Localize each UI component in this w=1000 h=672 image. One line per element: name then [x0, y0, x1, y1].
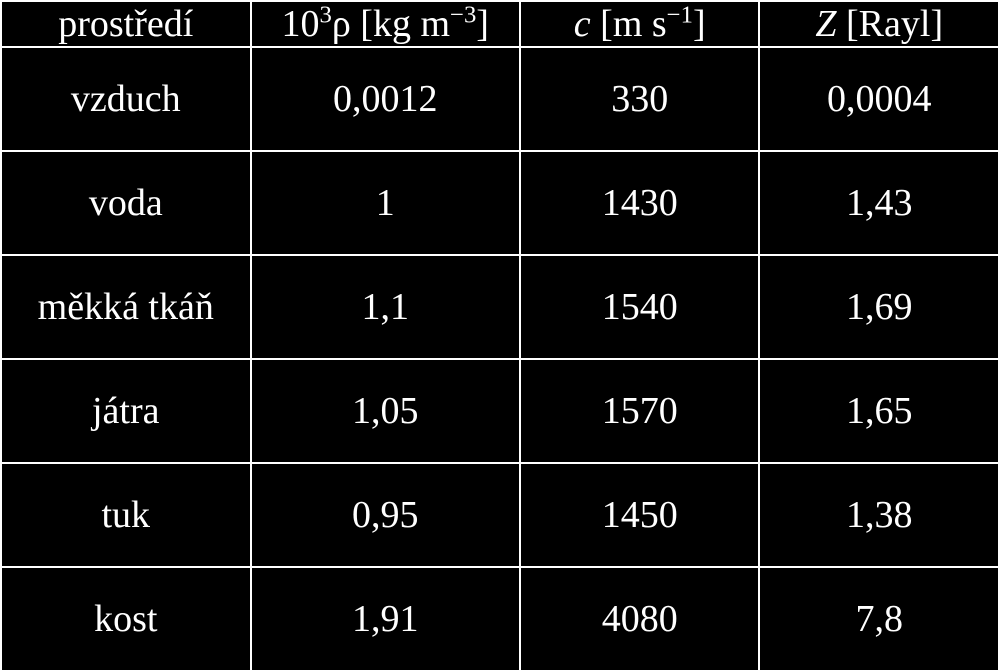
table-row: voda 1 1430 1,43 — [1, 151, 999, 255]
header-speed: c [m s−1] — [520, 1, 760, 47]
data-table: prostředí 103ρ [kg m−3] c [m s−1] Z [Ray… — [0, 0, 1000, 672]
table-row: měkká tkáň 1,1 1540 1,69 — [1, 255, 999, 359]
table-row: kost 1,91 4080 7,8 — [1, 567, 999, 671]
cell-impedance: 7,8 — [759, 567, 999, 671]
header-environment: prostředí — [1, 1, 251, 47]
cell-environment: vzduch — [1, 47, 251, 151]
cell-speed: 1450 — [520, 463, 760, 567]
table-row: vzduch 0,0012 330 0,0004 — [1, 47, 999, 151]
cell-density: 0,0012 — [251, 47, 520, 151]
cell-environment: tuk — [1, 463, 251, 567]
cell-environment: kost — [1, 567, 251, 671]
cell-speed: 4080 — [520, 567, 760, 671]
header-density: 103ρ [kg m−3] — [251, 1, 520, 47]
cell-impedance: 1,43 — [759, 151, 999, 255]
cell-density: 0,95 — [251, 463, 520, 567]
cell-density: 1,91 — [251, 567, 520, 671]
table-row: tuk 0,95 1450 1,38 — [1, 463, 999, 567]
cell-impedance: 0,0004 — [759, 47, 999, 151]
cell-speed: 1570 — [520, 359, 760, 463]
cell-density: 1,1 — [251, 255, 520, 359]
table-row: játra 1,05 1570 1,65 — [1, 359, 999, 463]
cell-speed: 1430 — [520, 151, 760, 255]
cell-environment: měkká tkáň — [1, 255, 251, 359]
cell-density: 1 — [251, 151, 520, 255]
table-header-row: prostředí 103ρ [kg m−3] c [m s−1] Z [Ray… — [1, 1, 999, 47]
cell-impedance: 1,69 — [759, 255, 999, 359]
cell-environment: voda — [1, 151, 251, 255]
cell-impedance: 1,38 — [759, 463, 999, 567]
cell-environment: játra — [1, 359, 251, 463]
cell-impedance: 1,65 — [759, 359, 999, 463]
header-impedance: Z [Rayl] — [759, 1, 999, 47]
cell-speed: 1540 — [520, 255, 760, 359]
cell-speed: 330 — [520, 47, 760, 151]
acoustic-properties-table: prostředí 103ρ [kg m−3] c [m s−1] Z [Ray… — [0, 0, 1000, 672]
cell-density: 1,05 — [251, 359, 520, 463]
